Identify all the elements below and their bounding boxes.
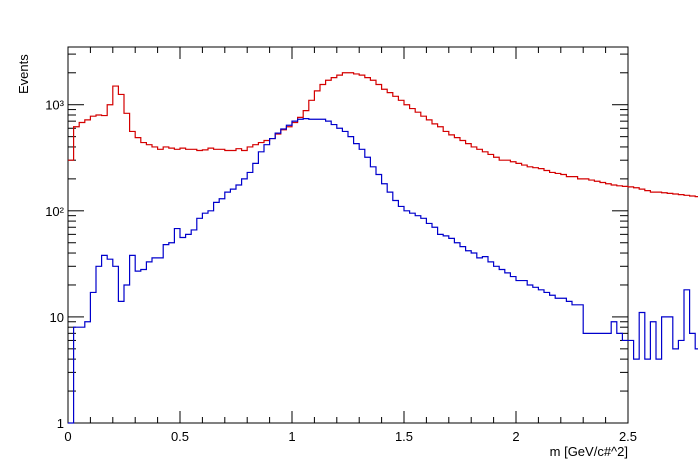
y-tick-label: 1	[57, 416, 64, 431]
y-tick-label: 10²	[45, 204, 64, 219]
x-tick-label: 1.5	[395, 429, 413, 444]
y-axis: 1 10 10² 10³	[45, 53, 628, 431]
y-tick-label: 10	[50, 310, 64, 325]
x-tick-label: 1	[288, 429, 295, 444]
y-tick-label: 10³	[45, 98, 64, 113]
x-tick-label: 0	[64, 429, 71, 444]
x-tick-label: 2.5	[619, 429, 637, 444]
x-axis-label: m [GeV/c#^2]	[550, 444, 628, 459]
series-line	[68, 72, 698, 198]
y-axis-label: Events	[16, 54, 31, 94]
x-tick-label: 0.5	[171, 429, 189, 444]
plot-frame	[67, 46, 629, 424]
series-1	[68, 72, 698, 198]
series-layer	[68, 72, 698, 424]
series-2	[68, 118, 698, 424]
x-tick-label: 2	[512, 429, 519, 444]
x-axis: 0 0.5 1 1.5 2 2.5	[64, 47, 637, 444]
series-line	[68, 118, 698, 424]
